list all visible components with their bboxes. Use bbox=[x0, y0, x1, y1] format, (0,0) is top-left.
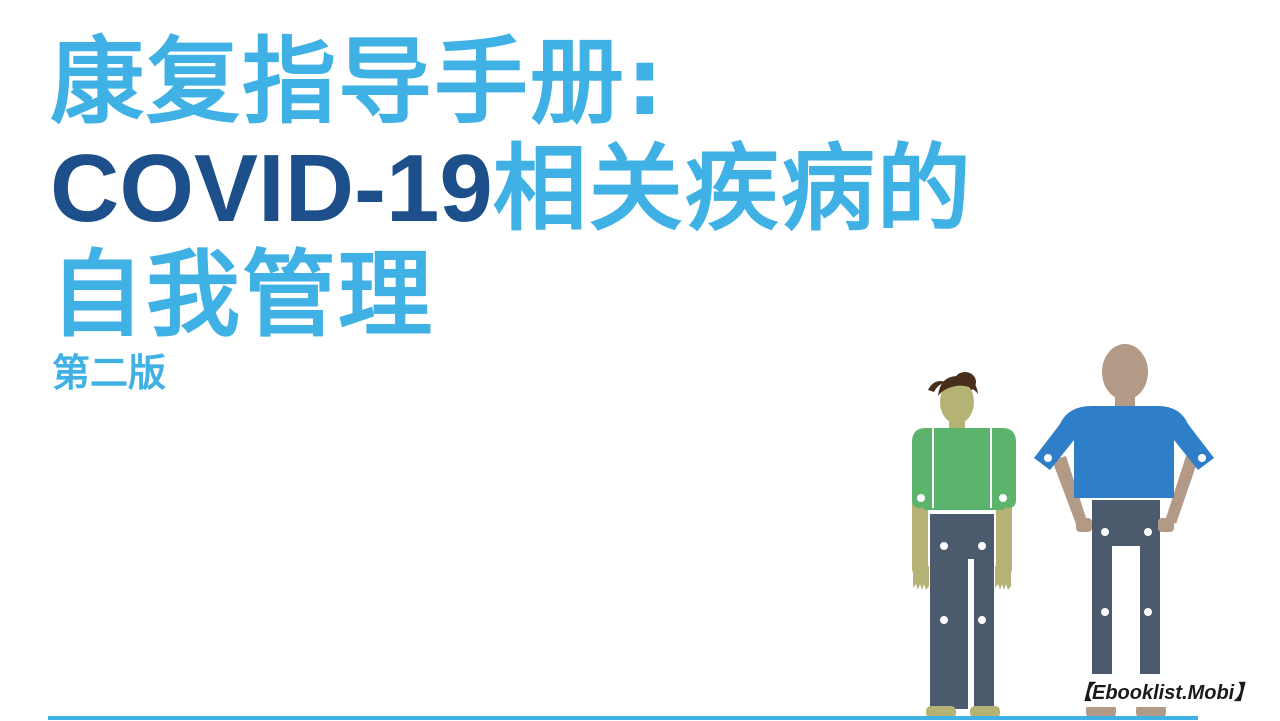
title-line-3: 自我管理 bbox=[50, 241, 435, 350]
cover-title: 康复指导手册: COVID-19相关疾病的 自我管理 bbox=[50, 30, 973, 349]
bottom-rule bbox=[48, 716, 1198, 720]
title-line-2: COVID-19相关疾病的 bbox=[50, 136, 973, 243]
watermark: 【Ebooklist.Mobi】 bbox=[1064, 674, 1263, 707]
man-figure bbox=[1034, 344, 1214, 718]
man-pants bbox=[1092, 500, 1160, 708]
woman-figure bbox=[912, 372, 1016, 718]
people-illustration bbox=[912, 344, 1214, 718]
man-head bbox=[1102, 344, 1148, 400]
woman-pants bbox=[930, 514, 994, 709]
woman-head bbox=[940, 380, 974, 424]
woman-hair bbox=[938, 376, 978, 396]
edition-label: 第二版 bbox=[52, 351, 167, 395]
man-shirt bbox=[1034, 406, 1214, 498]
title-related-illness: 相关疾病的 bbox=[492, 135, 973, 244]
title-line-1: 康复指导手册: bbox=[50, 28, 666, 137]
title-covid: COVID-19 bbox=[50, 135, 493, 242]
